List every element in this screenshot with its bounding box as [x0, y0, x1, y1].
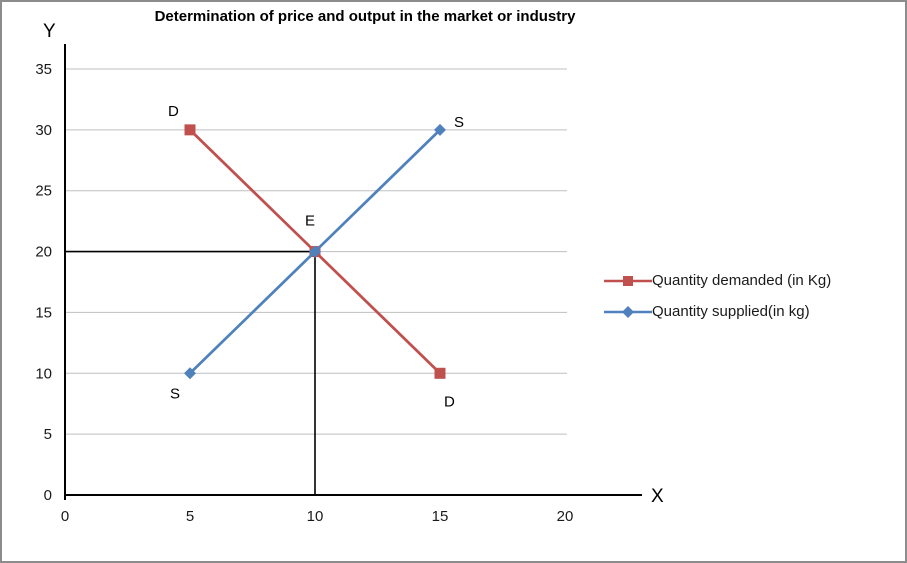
x-tick-label-5: 5	[186, 508, 194, 525]
y-tick-label-10: 10	[35, 365, 52, 382]
annotation-s-2: S	[170, 385, 180, 402]
marker-diamond-1-2	[434, 123, 446, 136]
marker-diamond-1-1	[309, 245, 321, 258]
legend: Quantity demanded (in Kg) Quantity suppl…	[604, 272, 831, 334]
legend-label-supply: Quantity supplied(in kg)	[652, 303, 810, 320]
annotation-s-1: S	[454, 114, 464, 131]
x-axis-label: X	[651, 486, 664, 507]
legend-item-demand: Quantity demanded (in Kg)	[604, 272, 831, 289]
x-tick-label-0: 0	[61, 508, 69, 525]
x-tick-label-10: 10	[307, 508, 324, 525]
y-tick-label-0: 0	[44, 487, 52, 504]
annotation-d-3: D	[444, 393, 455, 410]
supply-legend-marker	[604, 305, 652, 318]
y-tick-label-35: 35	[35, 61, 52, 78]
y-tick-label-15: 15	[35, 304, 52, 321]
marker-square-0-2	[434, 367, 446, 379]
y-tick-label-25: 25	[35, 183, 52, 200]
marker-diamond-1-0	[184, 367, 196, 380]
x-tick-label-20: 20	[557, 508, 574, 525]
legend-item-supply: Quantity supplied(in kg)	[604, 303, 831, 320]
demand-legend-square-icon	[623, 275, 633, 286]
supply-legend-diamond-icon	[622, 305, 634, 318]
x-tick-label-15: 15	[432, 508, 449, 525]
y-axis-label: Y	[43, 21, 56, 42]
y-tick-label-30: 30	[35, 122, 52, 139]
annotation-e-4: E	[305, 213, 315, 230]
demand-legend-marker	[604, 275, 652, 286]
chart-title: Determination of price and output in the…	[154, 8, 576, 25]
annotation-d-0: D	[168, 103, 179, 120]
y-tick-label-20: 20	[35, 244, 52, 261]
y-tick-label-5: 5	[44, 426, 52, 443]
marker-square-0-0	[184, 124, 196, 136]
legend-label-demand: Quantity demanded (in Kg)	[652, 272, 832, 289]
